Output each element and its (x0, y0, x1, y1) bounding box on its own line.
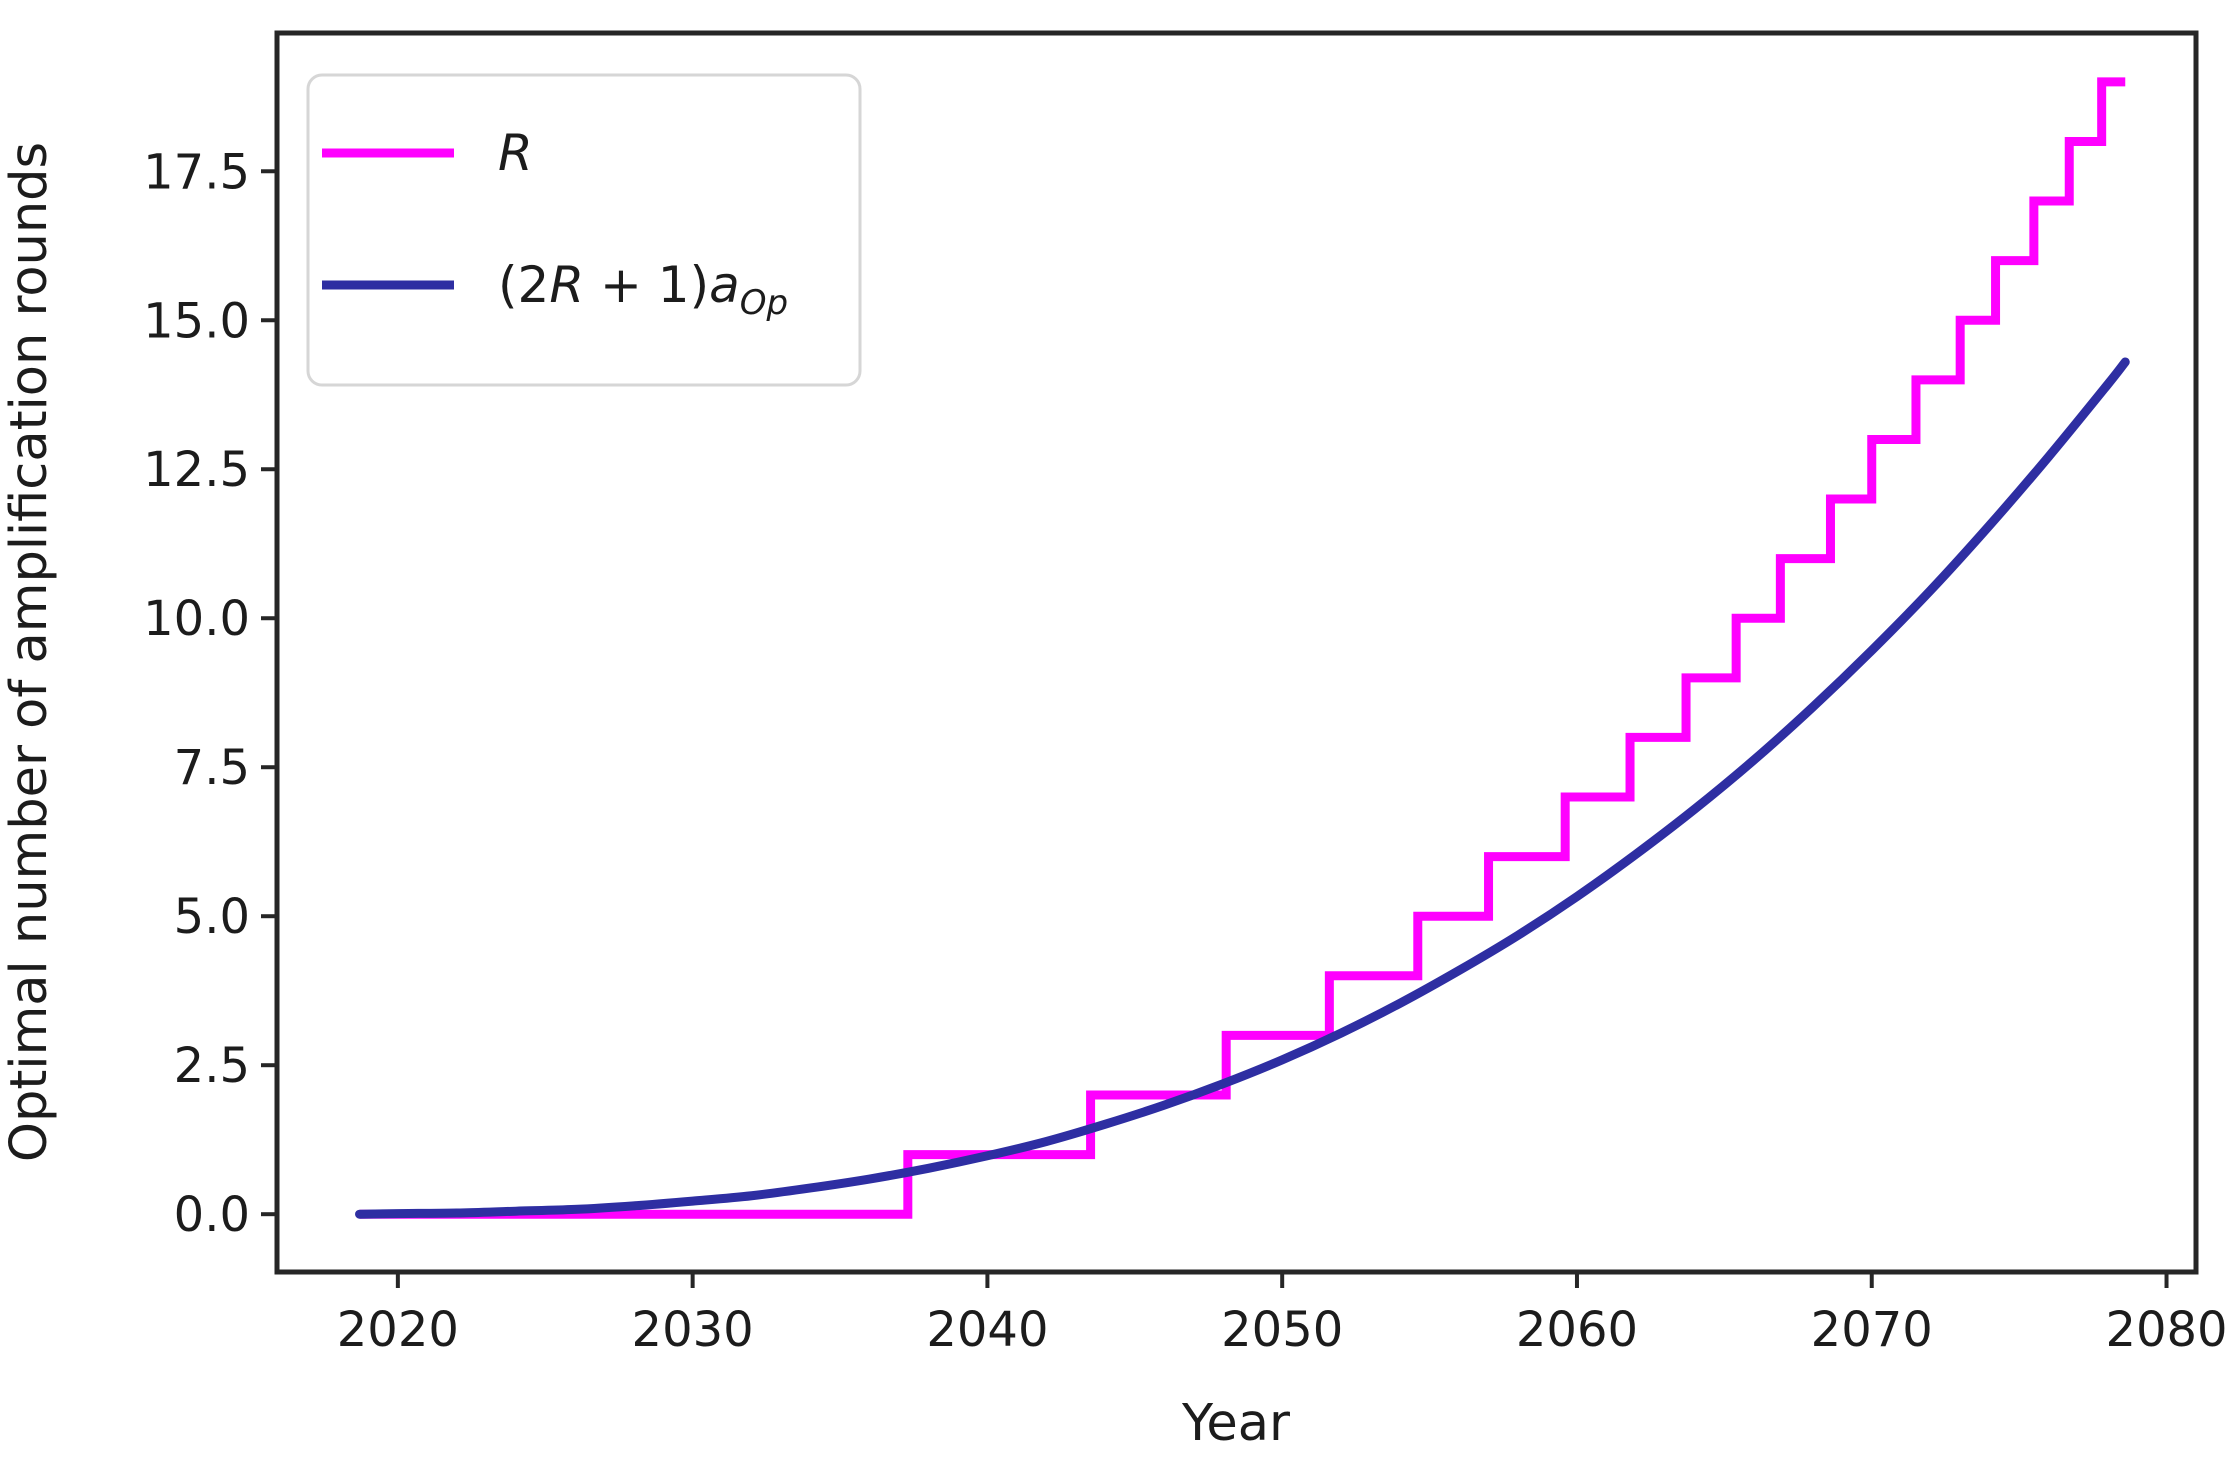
x-tick-label: 2070 (1811, 1302, 1933, 1358)
r-step-line (359, 77, 2126, 1219)
y-tick-label: 17.5 (143, 144, 250, 200)
legend-label-part: R (549, 256, 584, 314)
x-tick-label: 2040 (926, 1302, 1048, 1358)
product-curve-line (355, 357, 2130, 1219)
axes: 2020 2030 2040 2050 2060 2070 2080 0.0 2.5 5.0 7.5… (143, 30, 2228, 1358)
y-tick-label: 15.0 (143, 293, 250, 349)
y-tick-label: 0.0 (174, 1187, 250, 1243)
legend-label-part: (2 (498, 256, 549, 314)
y-tick-label: 12.5 (143, 442, 250, 498)
y-tick-label: 10.0 (143, 591, 250, 647)
series-lines (355, 77, 2130, 1219)
x-tick-label: 2060 (1516, 1302, 1638, 1358)
y-tick-label: 2.5 (174, 1038, 250, 1094)
legend-label-subscript: Op (740, 283, 788, 323)
legend: R (2R + 1)aOp (306, 73, 862, 387)
legend-label-r: R (498, 124, 533, 182)
y-tick-label: 5.0 (174, 889, 250, 945)
plot-frame (274, 30, 2199, 1275)
y-tick-label: 7.5 (174, 740, 250, 796)
y-axis-label: Optimal number of amplification rounds (0, 142, 59, 1162)
legend-box (306, 73, 862, 387)
legend-label-part: + 1) (584, 256, 709, 314)
x-tick-label: 2050 (1221, 1302, 1343, 1358)
x-tick-label: 2030 (632, 1302, 754, 1358)
x-tick-label: 2020 (337, 1302, 459, 1358)
x-axis-label: Year (1181, 1394, 1290, 1453)
x-tick-label: 2080 (2105, 1302, 2227, 1358)
legend-label-product: (2R + 1)aOp (498, 256, 788, 323)
legend-label-part: a (709, 256, 740, 314)
